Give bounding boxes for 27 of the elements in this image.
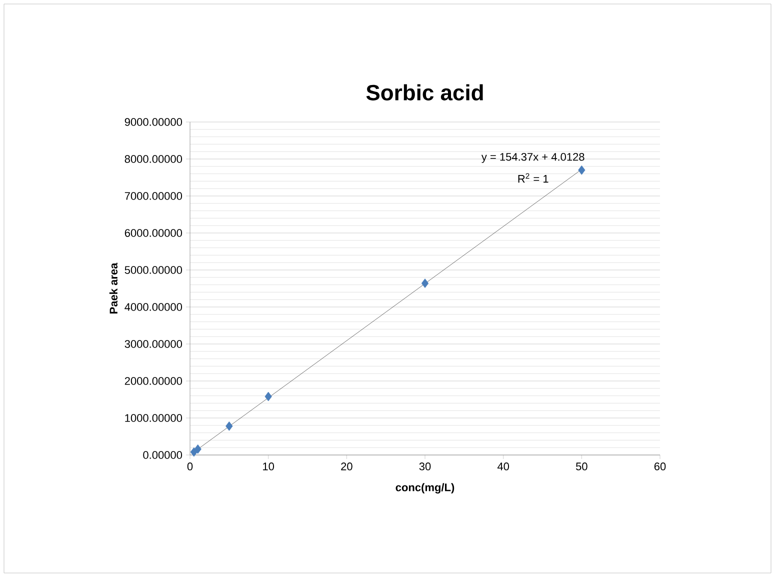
x-tick-label: 10 xyxy=(263,462,274,470)
y-tick-label: 5000.00000 xyxy=(124,266,182,274)
chart-title: Sorbic acid xyxy=(366,84,483,100)
x-tick-label: 20 xyxy=(341,462,352,470)
annotation: y = 154.37x + 4.0128 xyxy=(481,152,584,163)
point xyxy=(264,392,272,402)
y-tick-label: 7000.00000 xyxy=(124,192,182,200)
y-axis-title: Paek area xyxy=(109,262,118,314)
point xyxy=(578,165,586,175)
x-tick-label: 30 xyxy=(419,462,431,470)
y-tick-label: 0.00000 xyxy=(143,451,182,459)
point xyxy=(226,421,233,431)
y-tick-label: 2000.00000 xyxy=(124,377,182,385)
x-tick-label: 0 xyxy=(187,462,193,470)
y-tick-label: 9000.00000 xyxy=(124,118,182,126)
y-tick-label: 6000.00000 xyxy=(124,229,182,237)
annotation: R$^{2}$ = 1 xyxy=(518,173,548,183)
point xyxy=(194,444,202,454)
x-axis-title: conc(mg/L) xyxy=(396,483,454,494)
y-tick-label: 8000.00000 xyxy=(124,155,182,163)
y-tick-label: 4000.00000 xyxy=(124,303,182,311)
x-tick-label: 60 xyxy=(654,462,666,470)
y-tick-label: 1000.00000 xyxy=(125,414,182,422)
point xyxy=(421,278,429,288)
x-tick-label: 50 xyxy=(576,462,588,470)
y-tick-label: 3000.00000 xyxy=(124,340,182,348)
x-tick-label: 40 xyxy=(497,462,510,470)
